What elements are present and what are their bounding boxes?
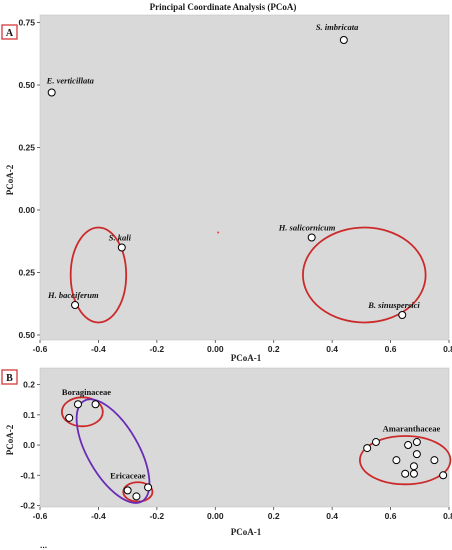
- panel-label-b: B: [6, 373, 13, 384]
- x-tick-label: -0.2: [150, 344, 165, 354]
- data-point: [123, 486, 132, 495]
- panel-label-a: A: [6, 28, 14, 39]
- axes-a: -0.6 -0.4 -0.2 0.00 0.2 0.4 0.6 0.8 0.75 0.50 0.25…: [18, 18, 452, 355]
- data-point: [71, 301, 80, 309]
- data-point: [47, 88, 56, 97]
- origin-marker: [217, 231, 220, 234]
- group-ellipse: [75, 398, 151, 504]
- y-tick-label: -0.2: [20, 500, 35, 510]
- data-point: [117, 243, 126, 252]
- data-point: [371, 438, 380, 447]
- plot-area-a: [39, 14, 450, 341]
- group-ellipse: [122, 481, 154, 503]
- panel-label-box-a: [1, 24, 18, 40]
- data-point: [412, 450, 421, 459]
- x-tick-label: -0.6: [33, 344, 48, 354]
- y-tick-label: 0.25: [18, 268, 35, 278]
- x-tick-label: -0.4: [91, 344, 106, 354]
- y-tick-label: 0.50: [18, 80, 35, 90]
- point-label: S. imbricata: [316, 22, 359, 32]
- y-axis-label-a: PCoA-2: [5, 164, 15, 195]
- x-tick-label: 0.00: [207, 511, 224, 521]
- point-label: E. verticillata: [46, 76, 95, 86]
- data-point: [91, 400, 100, 409]
- x-tick-label: 0.4: [326, 344, 338, 354]
- data-point: [404, 441, 413, 450]
- cluster-ellipse: [302, 226, 427, 324]
- group-label: Ericaceae: [110, 470, 146, 480]
- y-axis-label-b: PCoA-2: [5, 424, 15, 455]
- data-point: [73, 400, 82, 409]
- x-tick-label: 0.4: [326, 511, 338, 521]
- x-tick-label: 0.2: [268, 511, 280, 521]
- plot-area-b: [39, 367, 450, 508]
- data-point: [430, 456, 439, 465]
- x-tick-label: -0.6: [33, 511, 48, 521]
- data-point: [363, 444, 372, 453]
- y-tick-label: 0.75: [18, 18, 35, 28]
- data-point: [392, 456, 401, 465]
- y-tick-label: 0.25: [18, 143, 35, 153]
- data-point: [409, 462, 418, 471]
- x-tick-label: 0.8: [443, 511, 452, 521]
- footer-fragment: ...: [40, 540, 47, 550]
- point-label: S. kali: [109, 233, 132, 243]
- x-tick-label: -0.2: [150, 511, 165, 521]
- point-label: H. salicornicum: [278, 223, 336, 233]
- x-tick-label: 0.8: [443, 344, 452, 354]
- x-tick-label: 0.6: [385, 511, 397, 521]
- panel-label-box-b: [1, 369, 18, 385]
- x-tick-label: 0.6: [385, 344, 397, 354]
- point-label: B. sinuspersici: [367, 300, 420, 310]
- data-point: [412, 438, 421, 447]
- data-point: [132, 492, 141, 501]
- axes-b: -0.6 -0.4 -0.2 0.00 0.2 0.4 0.6 0.8 0.2 0.1 0.0 -0.…: [20, 380, 452, 521]
- data-point: [307, 233, 316, 242]
- point-label: H. bacciferum: [47, 290, 99, 300]
- x-tick-label: 0.2: [268, 344, 280, 354]
- data-point: [401, 469, 410, 478]
- y-tick-label: 0.1: [23, 410, 35, 420]
- panel-a: Principal Coordinate Analysis (PCoA) A -…: [1, 2, 452, 363]
- data-point: [65, 413, 74, 422]
- y-tick-label: 0.0: [23, 440, 35, 450]
- group-ellipse: [358, 435, 452, 486]
- group-label: Boraginaceae: [62, 387, 111, 397]
- group-ellipse: [61, 396, 104, 428]
- data-point: [409, 469, 418, 478]
- y-tick-label: 0.2: [23, 380, 35, 390]
- x-axis-label-b: PCoA-1: [231, 527, 262, 537]
- data-point: [439, 471, 448, 480]
- x-tick-label: 0.00: [207, 344, 224, 354]
- data-point: [339, 36, 348, 44]
- x-tick-label: -0.4: [91, 511, 106, 521]
- chart-title: Principal Coordinate Analysis (PCoA): [150, 2, 297, 12]
- y-tick-label: 0.00: [18, 205, 35, 215]
- cluster-ellipse: [69, 226, 128, 324]
- data-point: [144, 483, 153, 492]
- y-tick-label: 0.50: [18, 330, 35, 340]
- group-label: Amaranthaceae: [383, 423, 441, 433]
- x-axis-label-a: PCoA-1: [231, 353, 262, 363]
- panel-b: B -0.6-0.4-0.20.000.20.40.60.80.20.10.0-…: [1, 367, 452, 537]
- data-point: [398, 311, 407, 319]
- y-tick-label: -0.1: [20, 470, 35, 480]
